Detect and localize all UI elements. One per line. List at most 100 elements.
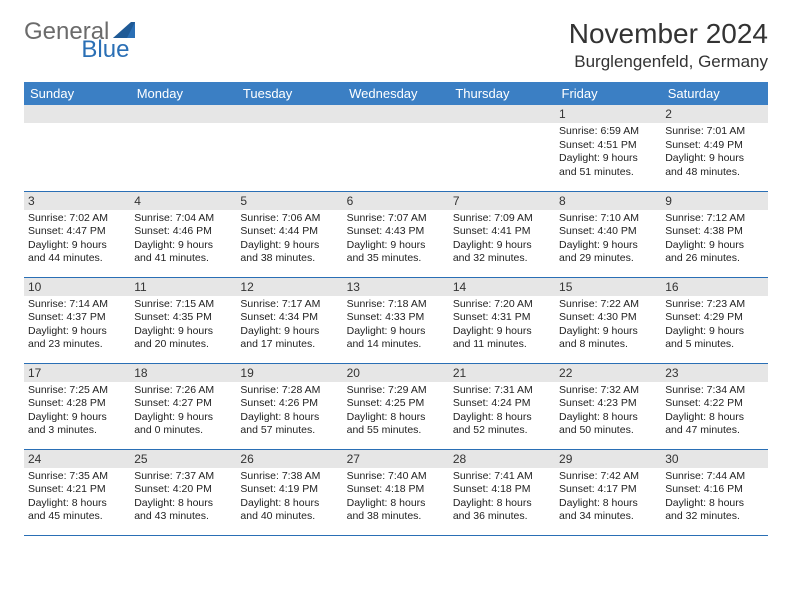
day-number: 25 [130, 450, 236, 468]
calendar-day-cell: 5Sunrise: 7:06 AMSunset: 4:44 PMDaylight… [236, 191, 342, 277]
day-details: Sunrise: 7:23 AMSunset: 4:29 PMDaylight:… [661, 296, 767, 357]
weekday-header: Friday [555, 82, 661, 105]
calendar-week-row: 10Sunrise: 7:14 AMSunset: 4:37 PMDayligh… [24, 277, 768, 363]
calendar-table: SundayMondayTuesdayWednesdayThursdayFrid… [24, 82, 768, 536]
daylight-line: Daylight: 8 hours and 50 minutes. [559, 411, 657, 438]
location: Burglengenfeld, Germany [569, 52, 768, 72]
day-number: 16 [661, 278, 767, 296]
sunset-line: Sunset: 4:22 PM [665, 397, 763, 411]
calendar-day-cell: 18Sunrise: 7:26 AMSunset: 4:27 PMDayligh… [130, 363, 236, 449]
daylight-line: Daylight: 9 hours and 29 minutes. [559, 239, 657, 266]
sunrise-line: Sunrise: 7:09 AM [453, 212, 551, 226]
weekday-header: Saturday [661, 82, 767, 105]
sunset-line: Sunset: 4:17 PM [559, 483, 657, 497]
daylight-line: Daylight: 9 hours and 14 minutes. [347, 325, 445, 352]
sunrise-line: Sunrise: 7:04 AM [134, 212, 232, 226]
sunset-line: Sunset: 4:25 PM [347, 397, 445, 411]
daylight-line: Daylight: 8 hours and 55 minutes. [347, 411, 445, 438]
day-number: 30 [661, 450, 767, 468]
day-number: 8 [555, 192, 661, 210]
sunset-line: Sunset: 4:47 PM [28, 225, 126, 239]
weekday-header: Tuesday [236, 82, 342, 105]
sunrise-line: Sunrise: 7:25 AM [28, 384, 126, 398]
calendar-day-cell [130, 105, 236, 191]
day-details: Sunrise: 7:06 AMSunset: 4:44 PMDaylight:… [236, 210, 342, 271]
day-details: Sunrise: 7:42 AMSunset: 4:17 PMDaylight:… [555, 468, 661, 529]
daylight-line: Daylight: 8 hours and 36 minutes. [453, 497, 551, 524]
day-details: Sunrise: 7:28 AMSunset: 4:26 PMDaylight:… [236, 382, 342, 443]
logo: General Blue [24, 18, 187, 46]
day-details: Sunrise: 7:01 AMSunset: 4:49 PMDaylight:… [661, 123, 767, 184]
calendar-day-cell: 1Sunrise: 6:59 AMSunset: 4:51 PMDaylight… [555, 105, 661, 191]
calendar-body: 1Sunrise: 6:59 AMSunset: 4:51 PMDaylight… [24, 105, 768, 535]
sunset-line: Sunset: 4:43 PM [347, 225, 445, 239]
day-number: 10 [24, 278, 130, 296]
day-number: 27 [343, 450, 449, 468]
daylight-line: Daylight: 9 hours and 26 minutes. [665, 239, 763, 266]
sunset-line: Sunset: 4:23 PM [559, 397, 657, 411]
daylight-line: Daylight: 9 hours and 38 minutes. [240, 239, 338, 266]
sunrise-line: Sunrise: 7:20 AM [453, 298, 551, 312]
day-details: Sunrise: 7:04 AMSunset: 4:46 PMDaylight:… [130, 210, 236, 271]
daylight-line: Daylight: 9 hours and 8 minutes. [559, 325, 657, 352]
sunrise-line: Sunrise: 7:29 AM [347, 384, 445, 398]
day-details: Sunrise: 7:34 AMSunset: 4:22 PMDaylight:… [661, 382, 767, 443]
weekday-header: Thursday [449, 82, 555, 105]
daylight-line: Daylight: 8 hours and 52 minutes. [453, 411, 551, 438]
sunrise-line: Sunrise: 7:41 AM [453, 470, 551, 484]
sunset-line: Sunset: 4:49 PM [665, 139, 763, 153]
sunrise-line: Sunrise: 7:07 AM [347, 212, 445, 226]
sunrise-line: Sunrise: 7:37 AM [134, 470, 232, 484]
calendar-day-cell: 4Sunrise: 7:04 AMSunset: 4:46 PMDaylight… [130, 191, 236, 277]
calendar-day-cell: 17Sunrise: 7:25 AMSunset: 4:28 PMDayligh… [24, 363, 130, 449]
day-details: Sunrise: 7:35 AMSunset: 4:21 PMDaylight:… [24, 468, 130, 529]
day-number: 22 [555, 364, 661, 382]
sunrise-line: Sunrise: 7:31 AM [453, 384, 551, 398]
daylight-line: Daylight: 8 hours and 47 minutes. [665, 411, 763, 438]
sunset-line: Sunset: 4:26 PM [240, 397, 338, 411]
calendar-day-cell: 23Sunrise: 7:34 AMSunset: 4:22 PMDayligh… [661, 363, 767, 449]
daylight-line: Daylight: 9 hours and 0 minutes. [134, 411, 232, 438]
calendar-day-cell [343, 105, 449, 191]
day-details: Sunrise: 7:41 AMSunset: 4:18 PMDaylight:… [449, 468, 555, 529]
month-title: November 2024 [569, 18, 768, 50]
day-details: Sunrise: 7:44 AMSunset: 4:16 PMDaylight:… [661, 468, 767, 529]
day-number: 6 [343, 192, 449, 210]
day-details: Sunrise: 7:20 AMSunset: 4:31 PMDaylight:… [449, 296, 555, 357]
daylight-line: Daylight: 8 hours and 45 minutes. [28, 497, 126, 524]
weekday-header: Wednesday [343, 82, 449, 105]
calendar-day-cell: 7Sunrise: 7:09 AMSunset: 4:41 PMDaylight… [449, 191, 555, 277]
day-number: 13 [343, 278, 449, 296]
sunset-line: Sunset: 4:20 PM [134, 483, 232, 497]
sunrise-line: Sunrise: 7:15 AM [134, 298, 232, 312]
sunset-line: Sunset: 4:21 PM [28, 483, 126, 497]
empty-day-header [449, 105, 555, 123]
day-details: Sunrise: 7:37 AMSunset: 4:20 PMDaylight:… [130, 468, 236, 529]
daylight-line: Daylight: 9 hours and 20 minutes. [134, 325, 232, 352]
empty-day-header [130, 105, 236, 123]
day-number: 4 [130, 192, 236, 210]
calendar-day-cell: 13Sunrise: 7:18 AMSunset: 4:33 PMDayligh… [343, 277, 449, 363]
day-number: 9 [661, 192, 767, 210]
sunset-line: Sunset: 4:33 PM [347, 311, 445, 325]
sunset-line: Sunset: 4:51 PM [559, 139, 657, 153]
day-number: 12 [236, 278, 342, 296]
day-number: 15 [555, 278, 661, 296]
sunrise-line: Sunrise: 7:28 AM [240, 384, 338, 398]
calendar-day-cell: 24Sunrise: 7:35 AMSunset: 4:21 PMDayligh… [24, 449, 130, 535]
sunset-line: Sunset: 4:46 PM [134, 225, 232, 239]
daylight-line: Daylight: 8 hours and 40 minutes. [240, 497, 338, 524]
day-details: Sunrise: 7:26 AMSunset: 4:27 PMDaylight:… [130, 382, 236, 443]
sunset-line: Sunset: 4:37 PM [28, 311, 126, 325]
weekday-header: Monday [130, 82, 236, 105]
sunrise-line: Sunrise: 6:59 AM [559, 125, 657, 139]
calendar-week-row: 17Sunrise: 7:25 AMSunset: 4:28 PMDayligh… [24, 363, 768, 449]
sunset-line: Sunset: 4:29 PM [665, 311, 763, 325]
day-number: 23 [661, 364, 767, 382]
sunset-line: Sunset: 4:44 PM [240, 225, 338, 239]
empty-day-header [343, 105, 449, 123]
day-number: 19 [236, 364, 342, 382]
sunrise-line: Sunrise: 7:23 AM [665, 298, 763, 312]
day-number: 29 [555, 450, 661, 468]
day-number: 18 [130, 364, 236, 382]
